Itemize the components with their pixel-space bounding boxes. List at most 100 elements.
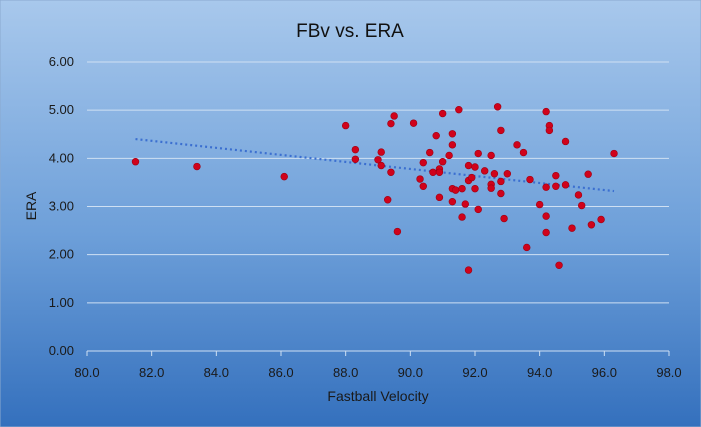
- data-point: [419, 158, 427, 167]
- data-point: [409, 119, 418, 127]
- data-point: [474, 205, 482, 214]
- data-point: [503, 170, 512, 178]
- data-point: [577, 201, 586, 210]
- data-point: [561, 137, 570, 146]
- data-point: [448, 197, 457, 206]
- data-point: [438, 158, 447, 166]
- trendline: [135, 137, 615, 193]
- y-tick-label: 3.00: [49, 199, 74, 214]
- y-axis-ticks: 0.00 1.00 2.00 3.00 4.00 5.00 6.00: [49, 54, 74, 358]
- data-point: [429, 168, 437, 177]
- data-point: [523, 243, 531, 252]
- y-tick-label: 1.00: [49, 295, 74, 310]
- data-point: [555, 261, 563, 269]
- x-tick-label: 94.0: [527, 365, 552, 380]
- data-point: [513, 141, 521, 149]
- y-tick-label: 2.00: [49, 247, 74, 262]
- x-tick-label: 80.0: [74, 365, 99, 380]
- x-tick-label: 82.0: [139, 365, 164, 380]
- data-point: [458, 184, 466, 193]
- x-tick-label: 96.0: [592, 365, 617, 380]
- data-point: [445, 151, 453, 160]
- data-point: [377, 161, 385, 170]
- data-point: [416, 175, 424, 183]
- data-points: [131, 103, 618, 274]
- data-point: [561, 181, 570, 189]
- data-point: [432, 131, 440, 140]
- data-point: [497, 189, 505, 198]
- data-point: [351, 155, 360, 163]
- data-point: [426, 148, 434, 157]
- y-tick-label: 5.00: [49, 102, 74, 117]
- data-point: [545, 126, 554, 135]
- data-point: [497, 126, 505, 135]
- x-tick-label: 86.0: [268, 365, 293, 380]
- data-point: [597, 215, 605, 224]
- data-point: [535, 200, 544, 209]
- x-tick-label: 92.0: [462, 365, 487, 380]
- data-point: [542, 107, 550, 116]
- data-point: [464, 266, 473, 274]
- x-axis-ticks: 80.0 82.0 84.0 86.0 88.0 90.0 92.0 94.0 96.0 98.0: [74, 351, 682, 380]
- data-point: [351, 145, 360, 154]
- data-point: [487, 184, 495, 192]
- data-point: [542, 183, 550, 191]
- data-point: [468, 173, 476, 182]
- chart-title: FBv vs. ERA: [296, 21, 404, 42]
- data-point: [474, 149, 482, 158]
- x-tick-label: 84.0: [204, 365, 229, 380]
- data-point: [341, 121, 350, 130]
- data-point: [584, 170, 592, 178]
- data-point: [568, 224, 576, 232]
- data-point: [500, 214, 508, 223]
- data-point: [552, 182, 560, 190]
- data-point: [451, 186, 460, 194]
- y-tick-label: 0.00: [49, 343, 74, 358]
- data-point: [493, 103, 502, 111]
- data-point: [448, 141, 457, 149]
- data-point: [461, 200, 469, 208]
- data-point: [280, 172, 288, 181]
- data-point: [542, 228, 550, 237]
- data-point: [393, 227, 402, 236]
- data-point: [471, 163, 479, 171]
- data-point: [448, 130, 457, 138]
- data-point: [374, 156, 382, 164]
- data-point: [464, 161, 473, 170]
- y-axis-title: ERA: [23, 191, 39, 220]
- x-tick-label: 88.0: [333, 365, 358, 380]
- data-point: [193, 162, 201, 171]
- x-axis-title: Fastball Velocity: [327, 388, 428, 404]
- data-point: [471, 184, 479, 193]
- y-tick-label: 6.00: [49, 54, 74, 69]
- data-point: [377, 148, 385, 156]
- trendline-layer: [135, 137, 615, 193]
- data-point: [526, 175, 534, 184]
- data-point: [542, 212, 550, 220]
- data-point: [384, 196, 392, 204]
- data-point: [487, 151, 495, 160]
- data-point: [387, 119, 395, 128]
- x-tick-label: 98.0: [656, 365, 681, 380]
- x-tick-label: 90.0: [398, 365, 423, 380]
- y-tick-label: 4.00: [49, 150, 74, 165]
- data-point: [610, 149, 618, 158]
- data-point: [390, 112, 398, 120]
- data-point: [435, 168, 444, 177]
- data-point: [574, 191, 583, 199]
- data-point: [387, 168, 395, 177]
- data-point: [552, 171, 560, 180]
- data-point: [587, 221, 596, 229]
- data-point: [438, 109, 447, 118]
- data-point: [458, 213, 466, 221]
- data-point: [490, 170, 499, 178]
- data-point: [435, 193, 444, 202]
- data-point: [481, 167, 489, 175]
- data-point: [131, 158, 140, 166]
- data-point: [455, 105, 463, 114]
- data-point: [497, 177, 505, 186]
- data-point: [519, 148, 528, 157]
